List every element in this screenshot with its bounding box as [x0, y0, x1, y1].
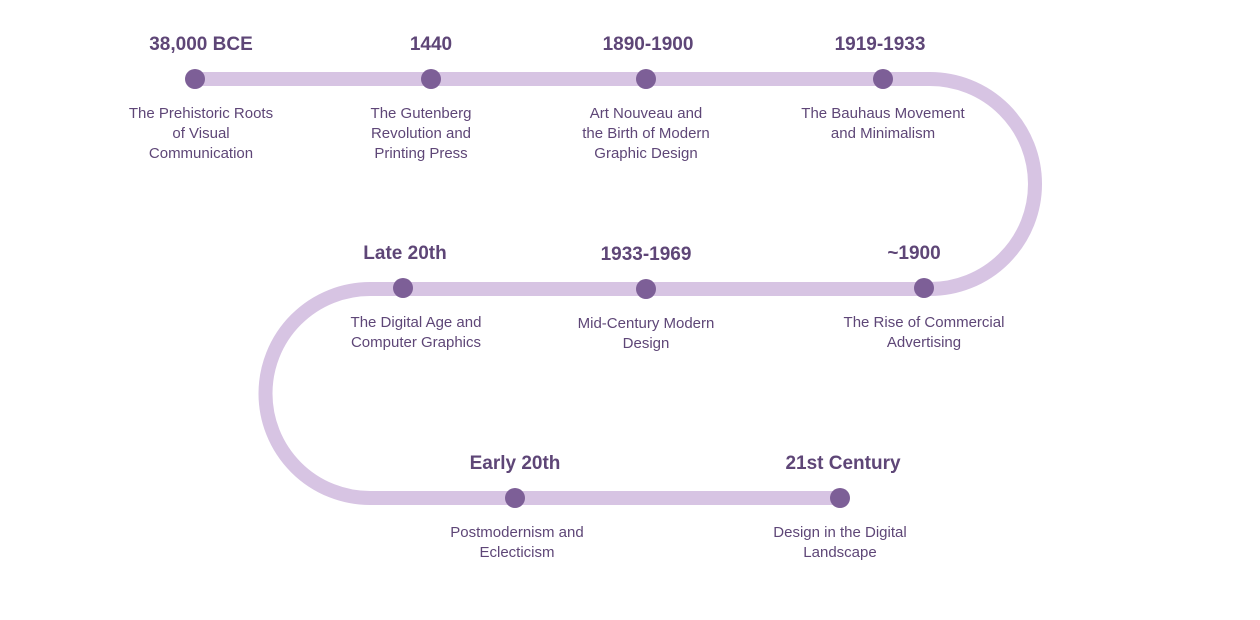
event-description: The Gutenberg Revolution and Printing Pres…: [321, 104, 521, 164]
event-description-line: Design in the Digital: [773, 524, 907, 541]
event-description-line: Computer Graphics: [350, 334, 482, 351]
timeline-node-4: [873, 69, 893, 89]
event-date: 1933-1969: [600, 244, 692, 265]
event-date: 1919-1933: [834, 34, 926, 55]
timeline-node-6: [636, 279, 656, 299]
timeline-node-5: [914, 278, 934, 298]
event-description: Design in the Digital Landscape: [740, 523, 940, 563]
event-date: 38,000 BCE: [149, 34, 253, 55]
event-description-line: Eclecticism: [479, 544, 555, 561]
event-description: The Rise of Commercial Advertising: [824, 313, 1024, 353]
event-description-line: Graphic Design: [594, 145, 698, 162]
event-description-line: The Gutenberg: [370, 105, 472, 122]
event-description-line: Advertising: [886, 334, 962, 351]
event-date: 1890-1900: [602, 34, 694, 55]
timeline-node-2: [421, 69, 441, 89]
event-description-line: and Minimalism: [830, 125, 936, 142]
event-date: ~1900: [887, 243, 941, 264]
event-date: Late 20th: [363, 243, 447, 264]
event-description-line: Design: [622, 335, 670, 352]
event-description-line: Revolution and: [370, 125, 472, 142]
timeline-node-8: [505, 488, 525, 508]
timeline-node-9: [830, 488, 850, 508]
event-description-line: of Visual: [172, 125, 230, 142]
event-date: 21st Century: [785, 453, 901, 474]
timeline-node-7: [393, 278, 413, 298]
timeline-node-1: [185, 69, 205, 89]
event-description-line: Landscape: [803, 544, 877, 561]
event-date: Early 20th: [469, 453, 561, 474]
event-description: The Prehistoric Roots of Visual Communicat…: [101, 104, 301, 164]
event-description-line: Art Nouveau and: [589, 105, 703, 122]
event-description-line: the Birth of Modern: [582, 125, 710, 142]
event-description: Postmodernism and Eclecticism: [417, 523, 617, 563]
event-description-line: The Prehistoric Roots: [128, 105, 274, 122]
event-description: Art Nouveau and the Birth of Modern Graphi…: [546, 104, 746, 164]
event-description-line: Communication: [148, 145, 254, 162]
timeline-node-3: [636, 69, 656, 89]
event-description-line: The Digital Age and: [350, 314, 482, 331]
event-description: Mid-Century Modern Design: [546, 314, 746, 354]
event-date: 1440: [409, 34, 453, 55]
event-description-line: Postmodernism and: [450, 524, 584, 541]
event-description-line: The Rise of Commercial: [843, 314, 1005, 331]
event-description-line: Printing Press: [374, 145, 468, 162]
event-description: The Digital Age and Computer Graphics: [316, 313, 516, 353]
node-layer: [185, 69, 934, 508]
event-description: The Bauhaus Movement and Minimalism: [783, 104, 983, 144]
event-description-line: Mid-Century Modern: [577, 315, 715, 332]
event-description-line: The Bauhaus Movement: [801, 105, 965, 122]
